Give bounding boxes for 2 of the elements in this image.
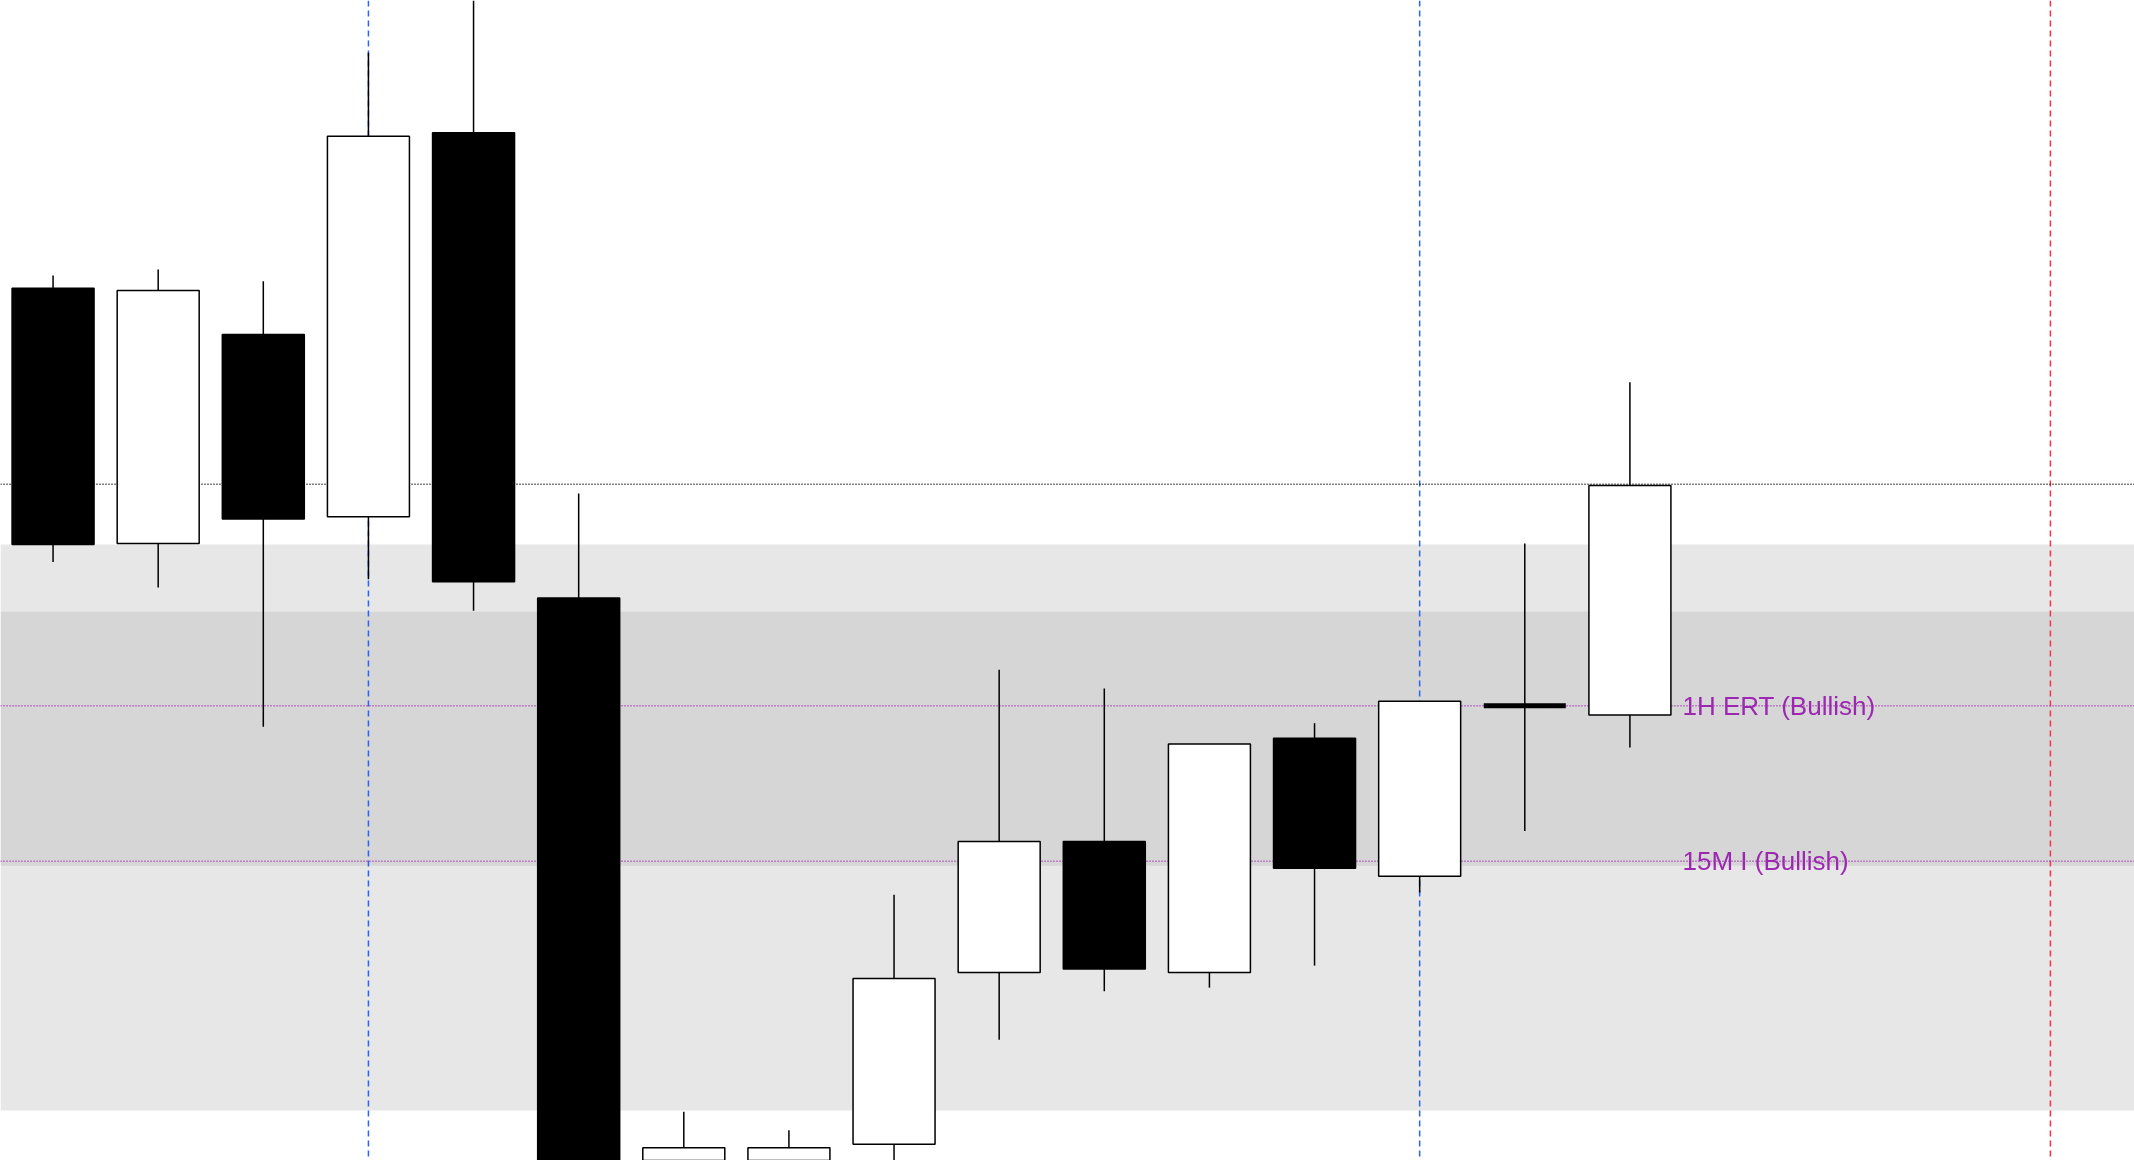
ref-line-label: 1H ERT (Bullish) bbox=[1682, 690, 1876, 721]
ref-line-label: 15M I (Bullish) bbox=[1682, 846, 1849, 877]
